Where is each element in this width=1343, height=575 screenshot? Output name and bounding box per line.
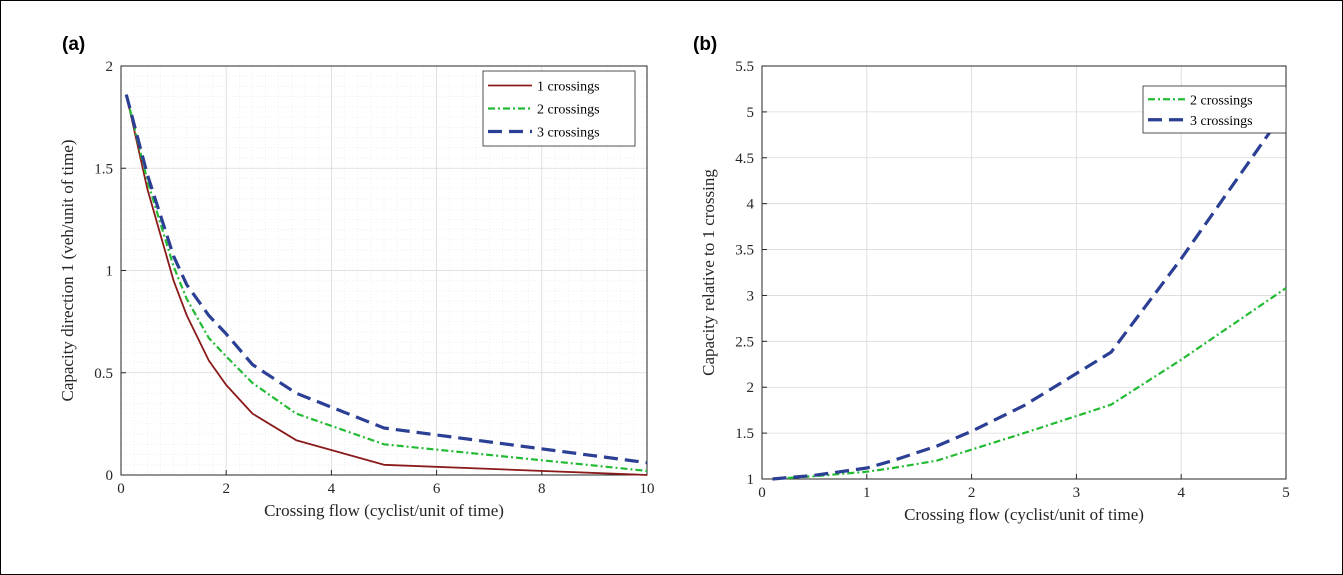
series-line-2-crossings — [772, 287, 1287, 481]
y-tick-label: 2 — [106, 59, 114, 75]
y-tick-label: 1.5 — [94, 161, 113, 177]
series-line-3-crossings — [772, 108, 1288, 481]
y-tick-label: 0.5 — [94, 366, 113, 382]
y-tick-label: 1 — [747, 472, 755, 488]
y-axis-label: Capacity direction 1 (veh/unit of time) — [58, 139, 77, 401]
x-tick-label: 1 — [863, 485, 871, 501]
legend-entry: 3 crossings — [537, 126, 600, 141]
y-tick-label: 0 — [106, 468, 114, 484]
legend: 2 crossings 3 crossings — [1142, 85, 1287, 134]
legend-entry: 2 crossings — [1190, 93, 1253, 108]
series-line-1-crossings — [125, 94, 648, 476]
y-axis-label: Capacity relative to 1 crossing — [699, 169, 718, 376]
x-axis-label: Crossing flow (cyclist/unit of time) — [264, 501, 504, 520]
y-tick-label: 4 — [747, 197, 755, 213]
y-tick-label: 1.5 — [735, 426, 754, 442]
x-tick-label: 10 — [640, 481, 655, 497]
x-tick-label: 6 — [433, 481, 441, 497]
panel-a-label: (a) — [62, 34, 85, 55]
x-tick-label: 2 — [222, 481, 230, 497]
x-tick-label: 8 — [538, 481, 546, 497]
x-tick-label: 0 — [117, 481, 125, 497]
y-tick-label: 2.5 — [735, 334, 754, 350]
legend-box — [1142, 85, 1287, 134]
x-tick-label: 4 — [1177, 485, 1185, 501]
legend-entry: 2 crossings — [537, 103, 600, 118]
y-tick-label: 3 — [747, 288, 755, 304]
y-tick-label: 5.5 — [735, 59, 754, 75]
y-tick-label: 4.5 — [735, 151, 754, 167]
panel-a: (a) 0 2 4 6 8 10 0 0.5 1 1.5 2 Crossing flow (cycli… — [58, 34, 655, 520]
y-tick-label: 1 — [106, 264, 114, 280]
panel-b-label: (b) — [693, 34, 717, 55]
y-tick-label: 2 — [747, 380, 755, 396]
legend-entry: 1 crossings — [537, 80, 600, 95]
x-tick-label: 3 — [1073, 485, 1081, 501]
x-tick-label: 4 — [328, 481, 336, 497]
axes-box — [761, 65, 1287, 480]
series-line-2-crossings — [125, 94, 648, 472]
x-tick-label: 5 — [1282, 485, 1290, 501]
x-tick-label: 2 — [968, 485, 976, 501]
legend-entry: 3 crossings — [1190, 114, 1253, 129]
y-tick-label: 3.5 — [735, 243, 754, 259]
x-tick-label: 0 — [758, 485, 766, 501]
legend: 1 crossings 2 crossings 3 crossings — [482, 70, 636, 147]
x-axis-label: Crossing flow (cyclist/unit of time) — [904, 505, 1144, 524]
series-line-3-crossings — [124, 94, 648, 465]
y-tick-label: 5 — [747, 105, 755, 121]
